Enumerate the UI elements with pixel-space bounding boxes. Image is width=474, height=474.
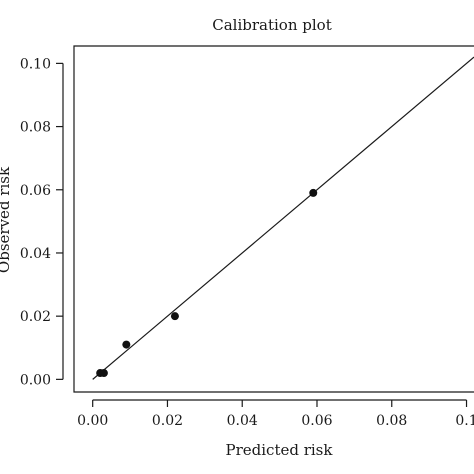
data-point [99,369,108,378]
y-tick-label: 0.10 [20,56,51,72]
data-point [170,312,179,321]
x-tick-label: 0.08 [376,413,407,429]
chart-title: Calibration plot [212,16,331,34]
data-point [309,188,318,197]
x-tick-label: 0.06 [301,413,332,429]
x-axis-title: Predicted risk [226,441,334,459]
plot-frame [73,45,474,393]
data-point [122,340,131,349]
x-tick-label: 0.00 [77,413,108,429]
y-tick-label: 0.08 [20,120,51,136]
reference-line [92,56,474,380]
x-tick-label: 0.1 [455,413,474,429]
plot-area: 0.00 0.02 0.04 0.06 0.08 0.1 0.00 0.02 0.04 0.06 0… [20,45,474,429]
y-tick-label: 0.02 [20,309,51,325]
y-tick-label: 0.00 [20,372,51,388]
x-tick-label: 0.02 [152,413,183,429]
y-tick-label: 0.06 [20,183,51,199]
x-tick-label: 0.04 [227,413,258,429]
y-axis-title: Observed risk [0,166,13,273]
y-tick-label: 0.04 [20,246,51,262]
